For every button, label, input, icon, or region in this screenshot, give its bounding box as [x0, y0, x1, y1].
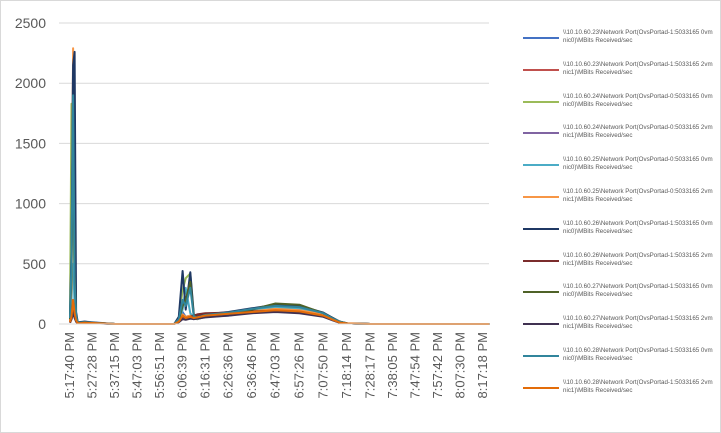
x-tick-label: 8:17:18 PM [475, 332, 490, 399]
series-line-10 [69, 311, 490, 325]
legend-item: \\10.10.60.23\Network Port(OvsPortad-1:5… [519, 27, 715, 59]
gridlines [59, 22, 489, 265]
legend-label: \\10.10.60.23\Network Port(OvsPortad-1:5… [563, 29, 713, 44]
legend-swatch [523, 68, 559, 71]
x-tick-label: 6:57:26 PM [291, 332, 306, 399]
legend-swatch [523, 132, 559, 135]
x-tick-label: 6:26:36 PM [220, 332, 235, 399]
legend-item: \\10.10.60.24\Network Port(OvsPortad-0:5… [519, 122, 715, 154]
x-tick-label: 7:47:54 PM [407, 332, 422, 399]
legend-label: \\10.10.60.27\Network Port(OvsPortad-1:5… [563, 283, 713, 299]
legend-item: \\10.10.60.28\Network Port(OvsPortad-1:5… [519, 377, 715, 409]
x-tick-label: 6:47:03 PM [268, 332, 283, 399]
legend-swatch [523, 259, 559, 262]
x-tick-label: 6:06:39 PM [175, 332, 190, 399]
x-tick-label: 8:07:30 PM [452, 332, 467, 399]
y-tick-label: 1000 [15, 196, 46, 212]
x-tick-label: 6:36:46 PM [244, 332, 259, 399]
legend-item: \\10.10.60.27\Network Port(OvsPortad-1:5… [519, 281, 715, 313]
x-tick-label: 7:18:14 PM [339, 332, 354, 399]
x-tick-label: 7:07:50 PM [315, 332, 330, 399]
legend-swatch [523, 323, 559, 326]
legend: \\10.10.60.23\Network Port(OvsPortad-1:5… [519, 27, 715, 409]
series-line-11 [69, 94, 490, 325]
x-tick-label: 5:56:51 PM [152, 332, 167, 399]
x-tick-label: 7:28:17 PM [362, 332, 377, 399]
legend-item: \\10.10.60.25\Network Port(OvsPortad-0:5… [519, 186, 715, 218]
legend-item: \\10.10.60.28\Network Port(OvsPortad-1:5… [519, 345, 715, 377]
legend-label: \\10.10.60.24\Network Port(OvsPortad-0:5… [563, 92, 713, 108]
y-axis-ticks: 0 500 1000 1500 2000 2500 [15, 15, 46, 332]
legend-label: \\10.10.60.25\Network Port(OvsPortad-0:5… [563, 187, 713, 203]
series-lines [69, 47, 490, 325]
legend-label: \\10.10.60.23\Network Port(OvsPortad-1:5… [563, 60, 713, 76]
legend-item: \\10.10.60.26\Network Port(OvsPortad-1:5… [519, 250, 715, 282]
x-axis-ticks: 5:17:40 PM 5:27:28 PM 5:37:15 PM 5:47:03 PM… [62, 332, 490, 399]
series-line-1 [69, 58, 490, 325]
legend-swatch [523, 100, 559, 103]
series-line-5 [69, 262, 490, 325]
legend-label: \\10.10.60.24\Network Port(OvsPortad-0:5… [563, 124, 713, 140]
series-line-3 [69, 102, 490, 325]
x-tick-label: 5:17:40 PM [62, 332, 77, 399]
x-tick-label: 5:47:03 PM [130, 332, 145, 399]
y-tick-label: 500 [23, 256, 47, 272]
legend-item: \\10.10.60.23\Network Port(OvsPortad-1:5… [519, 59, 715, 91]
legend-swatch [523, 386, 559, 389]
legend-item: \\10.10.60.27\Network Port(OvsPortad-1:5… [519, 313, 715, 345]
legend-swatch [523, 291, 559, 294]
legend-swatch [523, 354, 559, 357]
x-tick-label: 7:38:05 PM [385, 332, 400, 399]
legend-swatch [523, 227, 559, 230]
legend-item: \\10.10.60.25\Network Port(OvsPortad-0:5… [519, 154, 715, 186]
legend-swatch [523, 195, 559, 198]
x-tick-label: 5:37:15 PM [107, 332, 122, 399]
x-tick-label: 5:27:28 PM [85, 332, 100, 399]
legend-label: \\10.10.60.27\Network Port(OvsPortad-1:5… [563, 315, 713, 331]
legend-label: \\10.10.60.25\Network Port(OvsPortad-0:5… [563, 156, 713, 172]
series-line-9 [69, 130, 490, 325]
x-tick-label: 6:16:31 PM [197, 332, 212, 399]
legend-swatch [523, 164, 559, 167]
legend-swatch [523, 37, 559, 39]
legend-label: \\10.10.60.28\Network Port(OvsPortad-1:5… [563, 378, 713, 394]
y-tick-label: 1500 [15, 135, 46, 151]
legend-label: \\10.10.60.26\Network Port(OvsPortad-1:5… [563, 251, 713, 267]
series-line-7 [69, 50, 490, 325]
y-tick-label: 2500 [15, 15, 46, 31]
y-tick-label: 0 [38, 316, 46, 332]
x-tick-label: 7:57:42 PM [430, 332, 445, 399]
legend-label: \\10.10.60.28\Network Port(OvsPortad-1:5… [563, 346, 713, 362]
series-line-6 [69, 47, 490, 325]
legend-item: \\10.10.60.26\Network Port(OvsPortad-1:5… [519, 218, 715, 250]
y-tick-label: 2000 [15, 75, 46, 91]
legend-label: \\10.10.60.26\Network Port(OvsPortad-1:5… [563, 219, 713, 235]
legend-item: \\10.10.60.24\Network Port(OvsPortad-0:5… [519, 91, 715, 123]
